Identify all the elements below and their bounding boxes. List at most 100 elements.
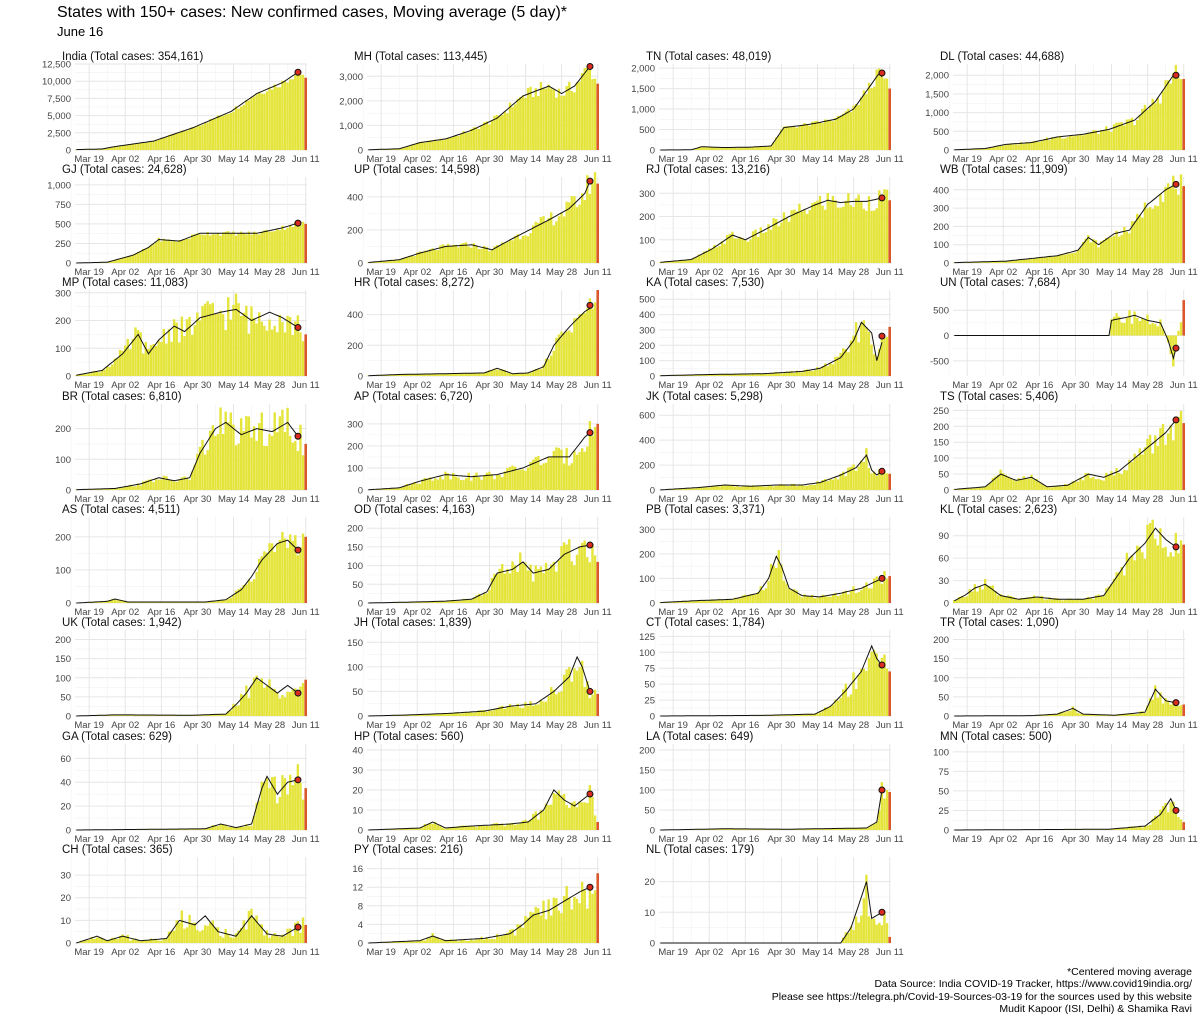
daily-bar	[1079, 247, 1081, 263]
x-tick-label: May 28	[546, 947, 577, 958]
daily-bar	[1066, 711, 1068, 716]
daily-bar	[1105, 238, 1107, 263]
daily-bar	[878, 580, 880, 603]
daily-bar	[473, 475, 475, 490]
daily-bar	[558, 791, 560, 830]
x-tick-label: Mar 19	[658, 380, 688, 391]
daily-bar	[273, 231, 275, 263]
daily-bar	[447, 473, 449, 490]
daily-bar	[292, 690, 294, 716]
daily-bar	[237, 233, 239, 263]
daily-bar	[581, 73, 583, 150]
daily-bar	[542, 573, 544, 603]
daily-bar	[1121, 122, 1123, 150]
daily-bar	[501, 477, 503, 490]
daily-bar	[589, 194, 591, 263]
latest-day-bar	[888, 474, 891, 490]
daily-bar	[212, 234, 214, 263]
daily-bar	[266, 553, 268, 603]
daily-bar	[289, 534, 291, 603]
daily-bar	[845, 476, 847, 490]
daily-bar	[1180, 540, 1182, 603]
daily-bar	[529, 373, 531, 376]
daily-bar	[498, 475, 500, 490]
daily-bar	[137, 330, 139, 376]
y-tick-label: 100	[933, 673, 949, 684]
daily-bar	[514, 707, 516, 716]
daily-bar	[294, 75, 296, 150]
x-tick-label: May 14	[1096, 720, 1127, 731]
daily-bar	[165, 137, 167, 150]
daily-bar	[411, 484, 413, 490]
daily-bar	[1177, 553, 1179, 603]
daily-bar	[271, 90, 273, 150]
daily-bar	[883, 798, 885, 830]
daily-bar	[173, 482, 175, 490]
daily-bar	[560, 212, 562, 263]
x-tick-label: May 14	[218, 380, 249, 391]
daily-bar	[302, 455, 304, 490]
daily-bar	[183, 239, 185, 263]
daily-bar	[821, 206, 823, 263]
daily-bar	[754, 486, 756, 490]
daily-bar	[558, 692, 560, 716]
daily-bar	[814, 121, 816, 150]
daily-bar	[127, 145, 129, 150]
daily-bar	[857, 342, 859, 376]
y-tick-label: 50	[938, 470, 949, 481]
daily-bar	[473, 127, 475, 150]
daily-bar	[186, 130, 188, 150]
daily-bar	[1056, 256, 1058, 263]
moving-average-line	[954, 689, 1176, 716]
daily-bar	[514, 104, 516, 150]
daily-bar	[127, 935, 129, 943]
x-tick-label: Apr 30	[1061, 607, 1089, 618]
x-tick-label: May 14	[802, 267, 833, 278]
daily-bar	[250, 98, 252, 150]
daily-bar	[798, 126, 800, 150]
daily-bar	[747, 595, 749, 603]
daily-bar	[860, 202, 862, 263]
x-tick-label: Apr 30	[475, 834, 503, 845]
x-tick-label: May 14	[510, 267, 541, 278]
y-tick-label: 300	[639, 525, 655, 536]
daily-bar	[199, 126, 201, 150]
daily-bar	[455, 601, 457, 603]
daily-bar	[1043, 599, 1045, 603]
daily-bar	[578, 667, 580, 716]
daily-bar	[426, 478, 428, 490]
daily-bar	[442, 714, 444, 716]
daily-bar	[419, 941, 421, 943]
y-tick-label: 50	[352, 580, 363, 591]
latest-day-bar	[1182, 300, 1185, 335]
daily-bar	[788, 486, 790, 490]
daily-bar	[1090, 478, 1092, 490]
y-tick-label: 100	[933, 454, 949, 465]
daily-bar	[883, 913, 885, 943]
daily-bar	[279, 540, 281, 603]
state-panel: WB (Total cases: 11,909)0100200300400Mar…	[933, 164, 1197, 278]
daily-bar	[1010, 478, 1012, 490]
daily-bar	[237, 444, 239, 490]
daily-bar	[971, 592, 973, 603]
daily-bar	[491, 474, 493, 490]
daily-bar	[845, 201, 847, 263]
daily-bar	[542, 811, 544, 830]
daily-bar	[775, 568, 777, 603]
daily-bar	[571, 909, 573, 943]
daily-bar	[1121, 235, 1123, 263]
daily-bar	[1005, 597, 1007, 603]
daily-bar	[741, 238, 743, 263]
daily-bar	[439, 139, 441, 150]
daily-bar	[248, 416, 250, 490]
daily-bar	[563, 333, 565, 376]
daily-bar	[747, 374, 749, 376]
daily-bar	[589, 64, 591, 150]
daily-bar	[1141, 318, 1143, 335]
daily-bar	[452, 245, 454, 263]
y-tick-label: 0	[66, 712, 71, 723]
daily-bar	[832, 196, 834, 263]
daily-bar	[1059, 599, 1061, 603]
daily-bar	[511, 107, 513, 150]
